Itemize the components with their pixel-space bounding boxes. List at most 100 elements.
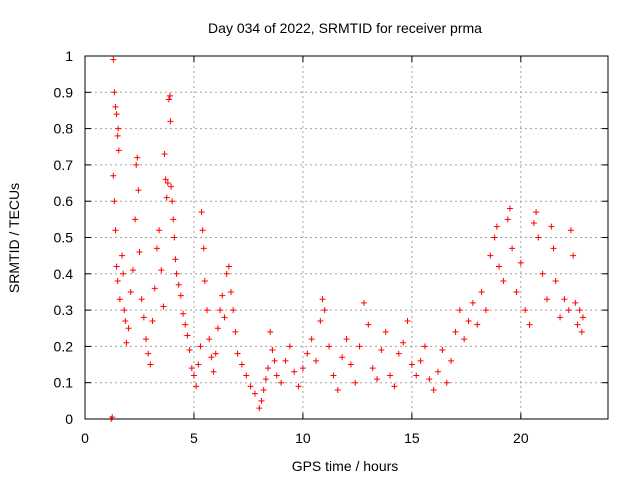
data-point	[567, 227, 574, 234]
data-point	[122, 317, 129, 324]
data-point	[439, 347, 446, 354]
data-point	[513, 288, 520, 295]
data-point	[574, 321, 581, 328]
data-point	[135, 187, 142, 194]
data-point	[435, 368, 442, 375]
data-point	[576, 307, 583, 314]
data-point	[408, 361, 415, 368]
data-point	[129, 267, 136, 274]
data-point	[232, 328, 239, 335]
data-point	[291, 368, 298, 375]
y-tick-label: 0.2	[54, 338, 74, 354]
data-point	[430, 386, 437, 393]
axis-ticks	[84, 55, 608, 420]
data-point	[119, 252, 126, 259]
data-point	[461, 336, 468, 343]
y-tick-label: 0.5	[54, 230, 74, 246]
data-point	[474, 321, 481, 328]
data-point	[210, 368, 217, 375]
data-point	[319, 296, 326, 303]
data-point	[565, 307, 572, 314]
data-point	[204, 307, 211, 314]
data-point	[378, 347, 385, 354]
data-point	[123, 339, 130, 346]
data-point	[258, 397, 265, 404]
data-point	[199, 227, 206, 234]
data-point	[113, 111, 120, 118]
y-tick-label: 0	[65, 411, 73, 427]
data-point	[278, 379, 285, 386]
data-point	[262, 376, 269, 383]
data-point	[478, 288, 485, 295]
data-point	[170, 216, 177, 223]
data-point	[352, 379, 359, 386]
y-tick-labels: 0 0.1 0.2 0.3 0.4 0.5 0.6 0.7 0.8 0.9 1	[54, 48, 74, 427]
data-point	[321, 307, 328, 314]
data-point	[134, 154, 141, 161]
data-point	[496, 263, 503, 270]
data-point	[526, 321, 533, 328]
data-point	[143, 336, 150, 343]
data-point	[271, 357, 278, 364]
data-point	[517, 259, 524, 266]
data-point	[147, 361, 154, 368]
data-point	[115, 125, 122, 132]
x-tick-labels: 0 5 10 15 20	[81, 430, 529, 446]
data-point	[504, 216, 511, 223]
data-point	[251, 390, 258, 397]
data-point	[506, 205, 513, 212]
data-point	[548, 223, 555, 230]
data-point	[186, 347, 193, 354]
x-tick-label: 5	[190, 430, 198, 446]
data-point	[578, 328, 585, 335]
data-point	[164, 180, 171, 187]
data-point	[304, 350, 311, 357]
data-point	[267, 328, 274, 335]
data-point	[269, 347, 276, 354]
data-point	[404, 317, 411, 324]
data-point	[167, 118, 174, 125]
data-point	[156, 227, 163, 234]
data-point	[382, 328, 389, 335]
data-point	[299, 365, 306, 372]
data-point	[243, 372, 250, 379]
data-point	[217, 307, 224, 314]
grid	[85, 56, 608, 419]
data-point	[286, 343, 293, 350]
data-point	[165, 96, 172, 103]
data-point	[326, 343, 333, 350]
data-point	[570, 252, 577, 259]
data-point	[171, 234, 178, 241]
data-point	[116, 296, 123, 303]
data-point	[198, 209, 205, 216]
y-tick-label: 0.8	[54, 121, 74, 137]
data-point	[491, 234, 498, 241]
data-point	[334, 386, 341, 393]
data-point	[136, 249, 143, 256]
data-point	[214, 325, 221, 332]
data-point	[443, 379, 450, 386]
data-point	[234, 350, 241, 357]
data-point	[151, 285, 158, 292]
data-point	[482, 307, 489, 314]
data-point	[115, 147, 122, 154]
data-point	[172, 256, 179, 263]
data-point	[169, 198, 176, 205]
data-point	[572, 299, 579, 306]
data-point	[247, 383, 254, 390]
data-point	[110, 172, 117, 179]
data-point	[168, 183, 175, 190]
data-point	[193, 383, 200, 390]
data-point	[469, 299, 476, 306]
data-point	[260, 386, 267, 393]
data-point	[133, 161, 140, 168]
data-point	[374, 376, 381, 383]
data-point	[579, 314, 586, 321]
data-point	[308, 336, 315, 343]
data-point	[487, 252, 494, 259]
data-point	[114, 132, 121, 139]
data-point	[127, 288, 134, 295]
data-point	[175, 281, 182, 288]
data-point	[138, 296, 145, 303]
